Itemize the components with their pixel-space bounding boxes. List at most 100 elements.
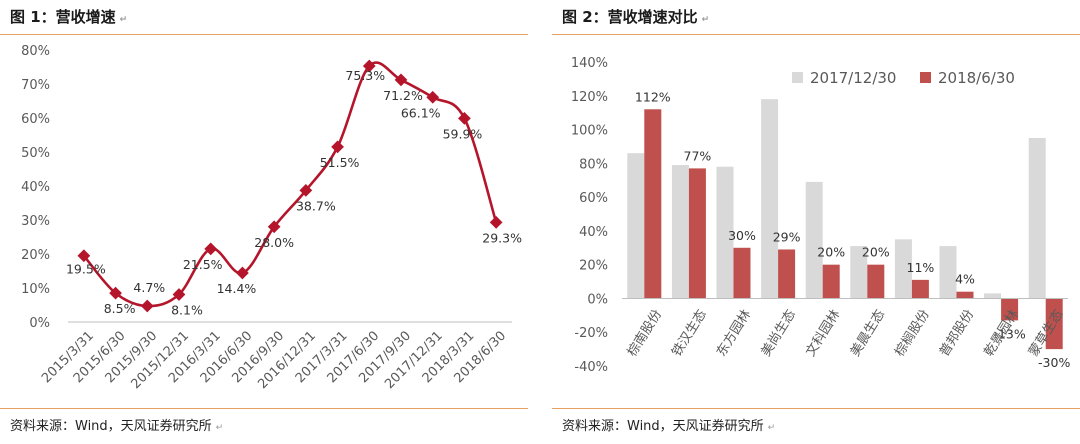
data-point-marker [489, 216, 503, 229]
data-label: 4.7% [133, 280, 165, 295]
right-bottom-rule [552, 408, 1080, 409]
legend-swatch [792, 72, 803, 83]
bar-data-label: 11% [907, 260, 935, 275]
y-tick-label: 20% [579, 259, 608, 274]
data-label: 21.5% [183, 257, 223, 272]
bar-data-label: 112% [635, 89, 671, 104]
category-label: 棕榈股份 [892, 307, 932, 359]
y-tick-label: 80% [579, 157, 608, 172]
paragraph-mark-icon: ↵ [215, 423, 224, 433]
y-tick-label: -40% [574, 360, 608, 375]
y-tick-label: 60% [579, 191, 608, 206]
data-label: 8.1% [171, 302, 203, 317]
bar-2018-6-30 [867, 264, 885, 299]
legend-label: 2018/6/30 [938, 69, 1015, 87]
data-label: 51.5% [320, 155, 360, 170]
left-figure-title: 图 1：营收增速 ↵ [10, 8, 128, 26]
bar-2018-6-30 [956, 291, 974, 299]
bar-data-label: -13% [993, 326, 1025, 341]
y-tick-label: 80% [21, 44, 50, 59]
data-point-marker [362, 59, 376, 73]
y-tick-label: -20% [574, 326, 608, 341]
category-label: 棕南股份 [624, 307, 665, 360]
data-label: 28.0% [254, 235, 294, 250]
bar-2017-12-30 [939, 246, 957, 299]
paragraph-mark-icon: ↵ [119, 15, 128, 25]
revenue-growth-line-chart: 0%10%20%30%40%50%60%70%80%2015/3/312015/… [21, 44, 522, 392]
bar-2017-12-30 [894, 239, 912, 299]
data-point-marker [109, 286, 122, 300]
right-top-rule [552, 34, 1080, 35]
data-label: 66.1% [401, 105, 441, 120]
data-label: 75.3% [345, 68, 385, 83]
y-tick-label: 40% [579, 225, 608, 240]
data-point-marker [299, 184, 313, 197]
data-label: 14.4% [217, 281, 257, 296]
y-tick-label: 50% [21, 146, 50, 161]
data-label: 59.9% [443, 126, 483, 141]
right-figure-title: 图 2：营收增速对比 ↵ [562, 8, 710, 26]
y-tick-label: 10% [21, 282, 50, 297]
bar-data-label: 29% [773, 229, 801, 244]
data-point-marker [204, 242, 218, 256]
data-point-marker [458, 111, 471, 125]
bar-2017-12-30 [984, 293, 1002, 299]
left-bottom-rule [0, 408, 528, 409]
bar-data-label: 77% [684, 148, 712, 163]
y-tick-label: 120% [571, 90, 608, 105]
bar-data-label: 4% [955, 272, 975, 287]
data-point-marker [331, 140, 344, 154]
y-tick-label: 100% [571, 124, 608, 139]
bar-2018-6-30 [1045, 298, 1063, 350]
bar-2017-12-30 [805, 181, 823, 299]
data-label: 38.7% [296, 198, 336, 213]
left-top-rule [0, 34, 528, 35]
data-point-marker [267, 220, 281, 234]
bar-2017-12-30 [627, 153, 645, 299]
y-tick-label: 20% [21, 248, 50, 263]
bar-2017-12-30 [716, 166, 734, 299]
bar-data-label: 20% [862, 245, 890, 260]
category-label: 铁汉生态 [669, 307, 709, 359]
bar-2018-6-30 [644, 109, 662, 299]
data-point-marker [394, 73, 408, 87]
category-label: 文科园林 [803, 307, 843, 359]
category-label: 东方园林 [713, 307, 754, 360]
right-source-note: 资料来源：Wind，天风证券研究所 ↵ [562, 419, 776, 434]
bar-data-label: 20% [817, 245, 845, 260]
bar-2017-12-30 [671, 165, 689, 299]
bar-data-label: 30% [728, 228, 756, 243]
y-tick-label: 140% [571, 56, 608, 71]
y-tick-label: 0% [29, 316, 50, 331]
bar-2018-6-30 [733, 247, 751, 299]
category-label: 普邦股份 [937, 307, 977, 359]
left-source-note: 资料来源：Wind，天风证券研究所 ↵ [10, 419, 224, 434]
bar-data-label: -30% [1038, 355, 1070, 370]
data-label: 8.5% [104, 301, 136, 316]
bar-2017-12-30 [1028, 138, 1046, 299]
y-tick-label: 0% [587, 292, 608, 307]
bar-2018-6-30 [688, 168, 706, 299]
data-label: 19.5% [66, 262, 106, 277]
data-point-marker [426, 90, 440, 104]
y-tick-label: 60% [21, 112, 50, 127]
legend-swatch [920, 72, 931, 83]
right-figure-panel: 图 2：营收增速对比 ↵ -40% -20% 0% 20% 40% 60% 80% 100% 12… [552, 0, 1080, 444]
paragraph-mark-icon: ↵ [767, 423, 776, 433]
left-figure-panel: 图 1：营收增速 ↵ 0% 10% 20% 30% 40% 50% 60% 70% 80% 2015… [0, 0, 528, 444]
y-tick-label: 30% [21, 214, 50, 229]
data-point-marker [236, 266, 249, 280]
bar-2018-6-30 [1001, 298, 1019, 321]
data-point-marker [140, 299, 154, 313]
data-label: 71.2% [383, 88, 423, 103]
category-label: 美晨生态 [848, 307, 888, 359]
bar-2017-12-30 [850, 246, 868, 299]
data-label: 29.3% [482, 230, 522, 245]
bar-2017-12-30 [761, 99, 779, 299]
category-label: 美尚生态 [759, 307, 799, 359]
bar-2018-6-30 [911, 279, 929, 299]
legend-label: 2017/12/30 [810, 69, 896, 87]
bar-2018-6-30 [778, 249, 796, 299]
revenue-growth-comparison-bar-chart: -40% -20% 0% 20% 40% 60% 80% 100% 120% 140% 112% 棕南… [571, 56, 1071, 375]
y-tick-label: 70% [21, 78, 50, 93]
